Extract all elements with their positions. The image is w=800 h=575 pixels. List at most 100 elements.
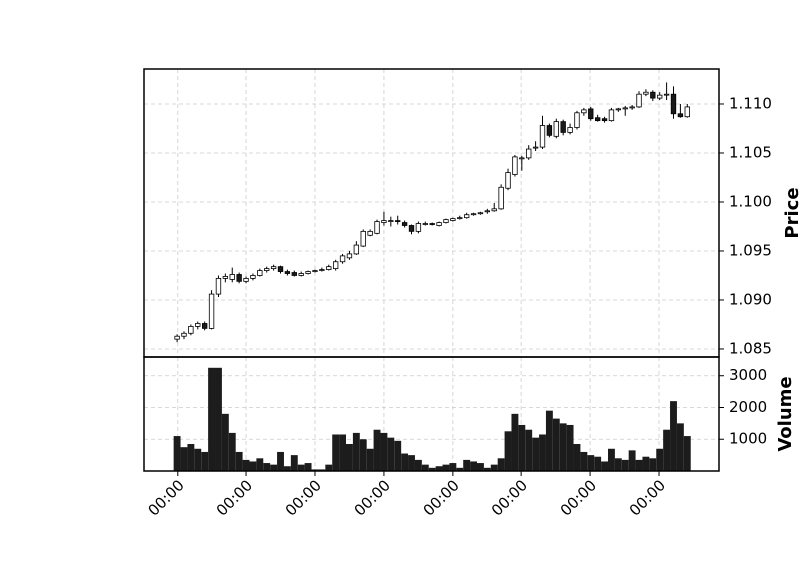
candle-body	[381, 220, 387, 223]
volume-frame	[143, 356, 720, 472]
candle-body	[174, 335, 180, 340]
volume-bar	[642, 456, 650, 471]
candle-body	[670, 93, 677, 115]
candle-body	[505, 172, 511, 189]
candle-body	[684, 106, 690, 118]
x-tick-label: 00:00	[213, 476, 256, 519]
volume-bar	[373, 429, 381, 471]
volume-bar	[545, 410, 553, 471]
volume-bar	[256, 458, 264, 471]
x-tick-label: 00:00	[557, 476, 600, 519]
volume-bar	[270, 464, 278, 471]
candle-body	[457, 217, 463, 220]
candle-body	[201, 323, 208, 329]
volume-bar	[283, 466, 291, 471]
candle-body	[622, 107, 628, 110]
candle-body	[195, 323, 201, 327]
candle-body	[601, 118, 608, 122]
candle-body	[608, 109, 615, 122]
volume-bar	[532, 437, 540, 471]
volume-bar	[456, 467, 464, 471]
volume-bar	[187, 444, 195, 471]
candle-body	[436, 222, 442, 226]
volume-bar	[656, 448, 664, 471]
volume-bar	[587, 455, 595, 471]
candle-body	[243, 278, 249, 282]
candle-body	[643, 91, 649, 95]
volume-bar	[683, 436, 691, 471]
volume-bar	[277, 451, 284, 471]
volume-bar	[421, 464, 429, 471]
volume-bar	[194, 448, 202, 471]
volume-bar	[470, 461, 478, 471]
candle-body	[463, 214, 470, 219]
candle-body	[257, 270, 263, 276]
volume-bar	[242, 459, 250, 471]
volume-bar	[359, 439, 367, 471]
candle-body	[574, 112, 580, 128]
volume-bar	[566, 424, 574, 471]
candle-body	[181, 332, 187, 337]
volume-bar	[318, 469, 326, 471]
volume-bar	[401, 453, 409, 471]
candle-body	[594, 117, 601, 122]
candle-body	[567, 127, 573, 133]
candle-body	[443, 219, 449, 223]
volume-bar	[387, 437, 395, 471]
candle-body	[650, 91, 656, 99]
candle-body	[319, 269, 325, 271]
volume-tick-label: 2000	[729, 398, 767, 416]
x-tick-label: 00:00	[351, 476, 394, 519]
volume-bar	[346, 444, 353, 471]
volume-bar	[607, 448, 615, 471]
candle-body	[291, 272, 297, 276]
candle-body	[367, 230, 373, 236]
marks	[173, 82, 691, 471]
candle-body	[188, 326, 194, 334]
volume-bar	[580, 451, 588, 471]
candle-body	[270, 266, 277, 270]
y-tick-label: 1.100	[729, 192, 772, 210]
price-frame	[143, 68, 720, 358]
volume-bar	[325, 464, 333, 471]
volume-bar	[215, 367, 222, 471]
candle-body	[512, 156, 518, 175]
volume-bar	[408, 455, 415, 471]
volume-bar	[477, 463, 484, 471]
y-tick-label: 1.095	[729, 241, 772, 259]
volume-bar	[449, 463, 457, 471]
volume-bar	[428, 467, 436, 471]
volume-bar	[614, 458, 622, 471]
volume-bar	[394, 440, 402, 471]
volume-bar	[235, 451, 243, 471]
candle-body	[346, 253, 353, 259]
volume-bar	[208, 367, 216, 471]
candle-body	[546, 125, 553, 136]
volume-bar	[670, 401, 677, 471]
volume-bar	[332, 434, 340, 471]
y-tick-label: 1.090	[729, 290, 772, 308]
candle-body	[663, 93, 670, 96]
candle-body	[208, 293, 215, 329]
volume-bar	[304, 463, 312, 471]
x-tick-label: 00:00	[420, 476, 463, 519]
volume-bar	[352, 432, 360, 471]
candle-body	[450, 218, 456, 221]
candle-body	[615, 108, 622, 111]
candle-body	[491, 208, 497, 212]
y-tick-label: 1.110	[729, 94, 772, 112]
candle-body	[229, 274, 235, 280]
volume-bar	[518, 424, 526, 471]
candle-body	[526, 148, 532, 159]
volume-bar	[573, 444, 581, 471]
candle-body	[553, 121, 559, 137]
candle-body	[395, 220, 401, 222]
volume-bar	[497, 458, 505, 471]
volume-bar	[173, 436, 181, 471]
candle-body	[498, 186, 504, 210]
candle-body	[284, 271, 291, 274]
volume-bar	[483, 467, 491, 471]
candle-body	[215, 278, 222, 295]
x-tick-label: 00:00	[282, 476, 325, 519]
